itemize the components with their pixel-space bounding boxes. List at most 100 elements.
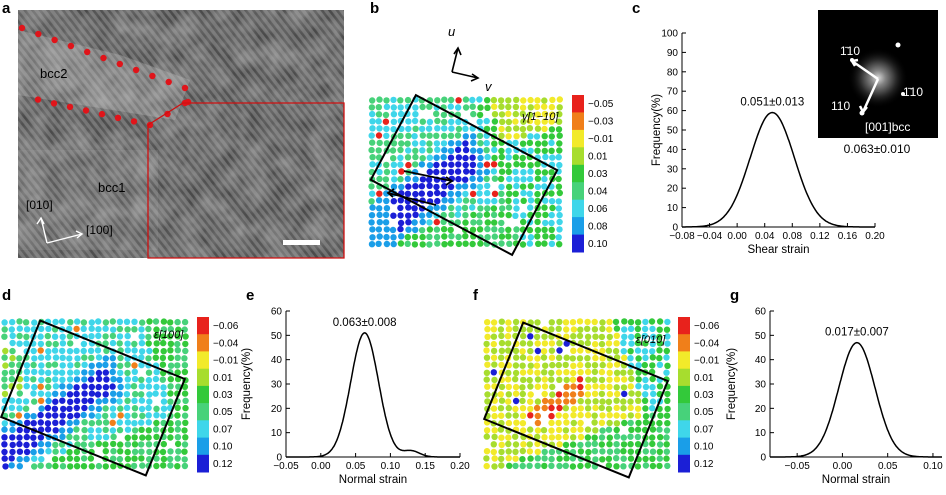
strain-dot	[116, 419, 124, 426]
strain-dot	[1, 333, 8, 340]
colorbar-swatch	[572, 112, 584, 131]
strain-dot	[412, 147, 419, 154]
strain-dot	[167, 420, 174, 427]
strain-dot	[116, 426, 124, 434]
strain-dot	[555, 118, 563, 125]
strain-dot	[642, 376, 649, 384]
strain-dot	[628, 375, 635, 383]
strain-dot	[95, 398, 103, 405]
strain-dot	[433, 154, 440, 161]
strain-dot	[440, 140, 448, 147]
strain-dot	[397, 176, 404, 183]
strain-dot	[634, 405, 642, 412]
strain-dot	[59, 347, 66, 355]
strain-dot	[534, 383, 541, 390]
strain-dot	[548, 326, 555, 333]
strain-dot	[447, 96, 455, 104]
strain-dot	[52, 448, 59, 455]
strain-dot	[433, 218, 440, 226]
strain-dot	[634, 325, 642, 333]
strain-dot	[110, 376, 117, 383]
y-tick-label: 70	[667, 87, 679, 98]
x-tick-label: 0.10	[381, 461, 401, 472]
strain-dot	[441, 118, 448, 126]
strain-dot	[555, 412, 562, 419]
strain-dot	[548, 190, 555, 197]
strain-dot	[447, 147, 455, 155]
strain-dot	[541, 240, 548, 247]
strain-dot	[563, 383, 570, 390]
strain-dot	[382, 118, 390, 125]
strain-dot	[405, 118, 412, 125]
strain-dot	[477, 154, 484, 162]
strain-dot	[52, 376, 59, 383]
strain-dot	[369, 110, 376, 118]
strain-dot	[548, 169, 555, 176]
strain-dot	[548, 398, 555, 405]
strain-dot	[634, 319, 642, 326]
strain-dot	[505, 448, 512, 455]
strain-dot	[66, 427, 74, 434]
strain-dot	[490, 125, 498, 133]
strain-dot	[87, 433, 95, 441]
strain-dot	[534, 448, 541, 456]
strain-dot	[620, 348, 627, 355]
strain-dot	[556, 140, 563, 147]
strain-dot	[139, 434, 146, 441]
strain-dot	[641, 397, 649, 404]
strain-dot	[23, 448, 31, 456]
strain-dot	[512, 110, 519, 118]
fft-zone-axis: [001]bcc	[865, 120, 910, 134]
strain-dot	[606, 448, 614, 455]
strain-dot	[37, 462, 44, 469]
strain-dot	[505, 233, 512, 240]
strain-dot	[556, 340, 563, 347]
strain-dot	[80, 319, 88, 326]
strain-dot	[605, 426, 613, 433]
colorbar-tick-label: −0.06	[213, 321, 239, 332]
strain-dot	[512, 362, 520, 369]
strain-dot	[30, 448, 37, 456]
strain-dot	[383, 233, 390, 241]
strain-dot	[441, 161, 448, 168]
strain-dot	[58, 427, 66, 434]
strain-dot	[418, 183, 426, 190]
strain-dot	[81, 419, 88, 426]
strain-dot	[66, 333, 74, 340]
strain-dot	[555, 154, 562, 161]
strain-dot	[181, 448, 188, 455]
strain-dot	[440, 226, 448, 233]
strain-dot	[520, 189, 527, 197]
strain-dot	[425, 176, 433, 183]
strain-dot	[22, 398, 30, 405]
strain-dot	[591, 362, 599, 369]
strain-dot	[577, 448, 585, 455]
strain-dot	[412, 125, 419, 132]
strain-dot	[167, 376, 174, 383]
y-tick-label: 0	[760, 453, 766, 464]
strain-dot	[433, 140, 441, 147]
strain-dot	[627, 412, 634, 419]
strain-dot	[181, 456, 188, 463]
strain-dot	[174, 455, 181, 462]
strain-dot	[656, 318, 664, 325]
strain-dot	[8, 397, 16, 404]
strain-dot	[592, 333, 599, 340]
strain-dot	[656, 426, 663, 433]
strain-dot	[476, 132, 484, 140]
strain-dot	[555, 369, 563, 376]
strain-dot	[541, 147, 548, 155]
strain-dot	[31, 355, 38, 362]
strain-dot	[9, 448, 16, 456]
strain-dot	[519, 362, 526, 369]
strain-dot	[59, 433, 66, 440]
colorbar-swatch	[197, 403, 209, 421]
fft-inset: 1̄10 1̄10 110 [001]bcc	[818, 10, 938, 138]
strain-dot	[520, 132, 527, 139]
strain-dot	[67, 412, 74, 420]
strain-dot	[382, 211, 390, 219]
strain-dot	[591, 434, 598, 441]
strain-dot	[627, 383, 634, 390]
strain-dot	[411, 140, 419, 147]
strain-dot	[519, 110, 526, 118]
